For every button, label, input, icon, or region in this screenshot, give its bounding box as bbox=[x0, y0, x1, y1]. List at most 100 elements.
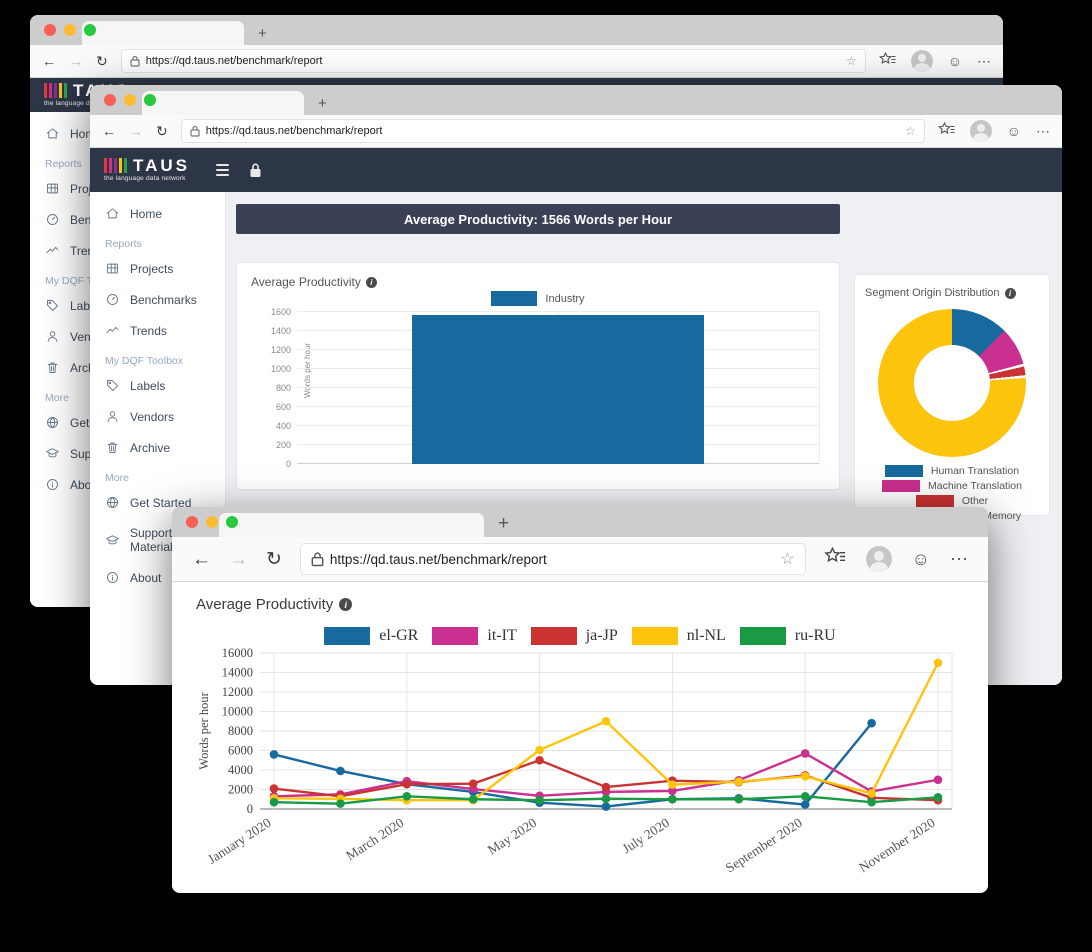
sidebar-item-support-materials[interactable]: Support Materials bbox=[90, 518, 225, 562]
favorites-hub-icon[interactable] bbox=[878, 51, 896, 70]
favorites-hub-icon[interactable] bbox=[937, 121, 955, 140]
url-input[interactable]: https://qd.taus.net/benchmark/report ☆ bbox=[299, 543, 806, 575]
info-icon[interactable]: i bbox=[1004, 287, 1016, 299]
taus-logo-bars bbox=[104, 158, 127, 174]
donut-chart-card: Segment Origin Distribution i Human Tran… bbox=[854, 274, 1050, 522]
sidebar-item-archive[interactable]: Archive bbox=[90, 432, 225, 463]
profile-avatar[interactable] bbox=[969, 120, 992, 142]
more-options-button[interactable]: ⋯ bbox=[1036, 122, 1050, 139]
svg-text:May 2020: May 2020 bbox=[485, 815, 540, 858]
sidebar-item-label: Vendors bbox=[130, 409, 175, 424]
line-legend-item-el-GR: el-GR bbox=[324, 627, 418, 645]
browser-tab[interactable] bbox=[82, 21, 244, 45]
sidebar-item-about[interactable]: About bbox=[90, 562, 225, 593]
url-text: https://qd.taus.net/benchmark/report bbox=[145, 55, 323, 67]
back-button[interactable]: ← bbox=[102, 123, 116, 139]
svg-text:6000: 6000 bbox=[228, 744, 253, 758]
browser-tab[interactable] bbox=[219, 513, 484, 537]
favorites-hub-icon[interactable] bbox=[823, 546, 846, 571]
productivity-banner: Average Productivity: 1566 Words per Hou… bbox=[236, 204, 840, 234]
url-input[interactable]: https://qd.taus.net/benchmark/report ☆ bbox=[120, 49, 866, 73]
traffic-light-maximize[interactable] bbox=[144, 94, 156, 106]
legend-swatch bbox=[530, 627, 577, 645]
sidebar-item-home[interactable]: Home bbox=[90, 198, 225, 229]
info-icon[interactable]: i bbox=[339, 598, 353, 611]
reload-button[interactable]: ↻ bbox=[96, 53, 108, 69]
sidebar-item-trends[interactable]: Trends bbox=[90, 315, 225, 346]
traffic-light-minimize[interactable] bbox=[64, 24, 76, 36]
archive-icon bbox=[45, 360, 60, 375]
sidebar-item-label: Get Started bbox=[130, 495, 192, 510]
bookmark-star-icon[interactable]: ☆ bbox=[904, 124, 916, 138]
get-started-icon bbox=[105, 495, 120, 510]
sidebar-section-label: More bbox=[45, 392, 69, 404]
sidebar-item-benchmarks[interactable]: Benchmarks bbox=[90, 284, 225, 315]
traffic-light-minimize[interactable] bbox=[206, 516, 218, 528]
traffic-light-close[interactable] bbox=[44, 24, 56, 36]
feedback-smiley-icon[interactable]: ☺ bbox=[947, 53, 962, 69]
legend-swatch bbox=[631, 627, 678, 645]
reload-button[interactable]: ↻ bbox=[266, 548, 282, 570]
sidebar-item-label: Home bbox=[130, 206, 163, 221]
sidebar-item-labels[interactable]: Labels bbox=[90, 370, 225, 401]
line-chart-legend: el-GR it-IT ja-JP nl-NL ru-RU bbox=[196, 627, 964, 645]
lock-icon bbox=[190, 125, 200, 137]
bookmark-star-icon[interactable]: ☆ bbox=[780, 551, 795, 568]
back-button[interactable]: ← bbox=[42, 53, 56, 69]
url-input[interactable]: https://qd.taus.net/benchmark/report ☆ bbox=[180, 119, 925, 143]
support-icon bbox=[45, 446, 60, 461]
taus-header: TAUS the language data network bbox=[90, 148, 1062, 192]
sidebar-section-label: Reports bbox=[105, 238, 142, 250]
more-options-button[interactable]: ⋯ bbox=[950, 548, 968, 569]
profile-avatar[interactable] bbox=[865, 546, 892, 572]
traffic-light-minimize[interactable] bbox=[124, 94, 136, 106]
traffic-light-close[interactable] bbox=[104, 94, 116, 106]
y-axis-tick: 1600 bbox=[270, 307, 291, 317]
traffic-light-maximize[interactable] bbox=[84, 24, 96, 36]
line-legend-item-it-IT: it-IT bbox=[432, 627, 517, 645]
profile-avatar[interactable] bbox=[910, 50, 933, 72]
bar-industry[interactable] bbox=[411, 315, 705, 464]
bookmark-star-icon[interactable]: ☆ bbox=[845, 54, 857, 68]
sidebar-item-get-started[interactable]: Get Started bbox=[90, 487, 225, 518]
feedback-smiley-icon[interactable]: ☺ bbox=[911, 548, 930, 569]
y-axis-tick: 1200 bbox=[270, 345, 291, 355]
legend-swatch bbox=[324, 627, 371, 645]
legend-label: ja-JP bbox=[585, 627, 618, 644]
line-chart-plot: 0 2000 4000 6000 8000 10000 12000 14000 16000 Jan… bbox=[197, 646, 953, 876]
more-options-button[interactable]: ⋯ bbox=[977, 52, 991, 69]
traffic-light-maximize[interactable] bbox=[226, 516, 238, 528]
feedback-smiley-icon[interactable]: ☺ bbox=[1006, 123, 1021, 139]
back-button[interactable]: ← bbox=[192, 548, 211, 570]
projects-icon bbox=[105, 261, 120, 276]
menu-hamburger-button[interactable] bbox=[216, 163, 230, 177]
header-lock-icon[interactable] bbox=[249, 162, 262, 178]
new-tab-button[interactable]: + bbox=[498, 513, 510, 534]
svg-text:September 2020: September 2020 bbox=[723, 815, 805, 876]
taus-logo[interactable]: TAUS the language data network bbox=[104, 157, 190, 183]
vendors-icon bbox=[105, 409, 120, 424]
svg-text:Words per hour: Words per hour bbox=[197, 691, 211, 769]
info-icon[interactable]: i bbox=[365, 276, 377, 288]
archive-icon bbox=[105, 440, 120, 455]
sidebar-item-projects[interactable]: Projects bbox=[90, 253, 225, 284]
home-icon bbox=[45, 126, 60, 141]
browser-tab[interactable] bbox=[142, 91, 304, 115]
donut-legend-item-human-translation: Human Translation bbox=[865, 465, 1039, 477]
lock-icon bbox=[311, 551, 324, 567]
forward-button[interactable]: → bbox=[129, 123, 143, 139]
sidebar-item-vendors[interactable]: Vendors bbox=[90, 401, 225, 432]
forward-button[interactable]: → bbox=[69, 53, 83, 69]
sidebar-item-label: Archive bbox=[130, 440, 171, 455]
legend-label: ru-RU bbox=[794, 627, 836, 644]
get-started-icon bbox=[45, 415, 60, 430]
new-tab-button[interactable]: + bbox=[258, 25, 267, 42]
new-tab-button[interactable]: + bbox=[318, 95, 327, 112]
y-axis-tick: 1400 bbox=[270, 326, 291, 336]
traffic-light-close[interactable] bbox=[186, 516, 198, 528]
donut-chart bbox=[878, 309, 1026, 457]
legend-label: nl-NL bbox=[686, 627, 726, 644]
reload-button[interactable]: ↻ bbox=[156, 123, 168, 139]
legend-label: Machine Translation bbox=[928, 480, 1022, 492]
forward-button[interactable]: → bbox=[229, 548, 248, 570]
